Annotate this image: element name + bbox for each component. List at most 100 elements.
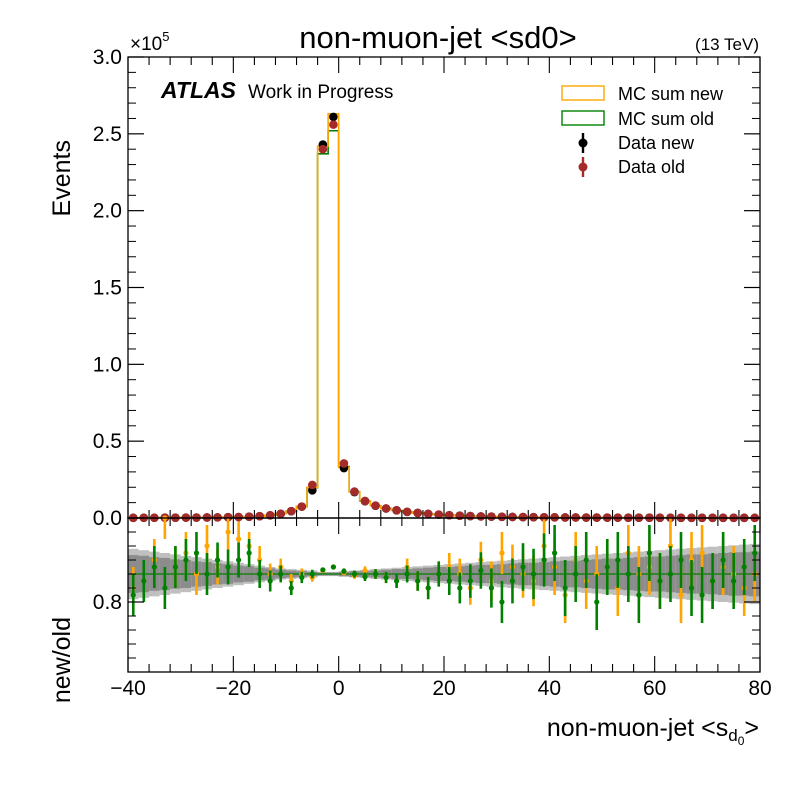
data-old-point bbox=[223, 512, 233, 522]
ratio-data-point bbox=[562, 585, 568, 591]
data-old-point bbox=[466, 511, 475, 521]
ratio-data-point bbox=[183, 557, 189, 563]
data-old-point bbox=[318, 144, 328, 154]
ratio-data-point bbox=[667, 571, 674, 577]
ratio-data-point bbox=[299, 574, 305, 581]
ratio-data-point bbox=[457, 585, 463, 591]
ratio-data-point bbox=[646, 550, 653, 556]
ratio-data-point bbox=[741, 564, 747, 570]
histogram-mc-sum-old bbox=[127, 129, 761, 519]
ratio-data-point bbox=[341, 568, 347, 574]
data-old-point bbox=[297, 502, 307, 511]
x-tick-label: −40 bbox=[110, 677, 146, 700]
ratio-data-point bbox=[151, 564, 157, 570]
ratio-data-point bbox=[625, 571, 631, 577]
ratio-y-ticks: 0.8 bbox=[93, 517, 760, 659]
ratio-data-point bbox=[710, 578, 716, 584]
main-y-tick-label: 1.5 bbox=[93, 277, 122, 300]
main-y-tick-label: 1.0 bbox=[93, 353, 122, 376]
legend-swatch-mc-old bbox=[561, 110, 605, 126]
ratio-data-point bbox=[162, 585, 168, 591]
atlas-label: ATLAS bbox=[160, 77, 237, 103]
energy-label: (13 TeV) bbox=[695, 35, 759, 54]
ratio-mc-point bbox=[678, 592, 684, 598]
ratio-data-point bbox=[130, 592, 136, 598]
data-old-point bbox=[286, 506, 296, 516]
main-y-tick-label: 0.0 bbox=[93, 507, 122, 530]
ratio-data-point bbox=[362, 574, 368, 580]
data-old-point bbox=[276, 509, 286, 519]
data-old-point bbox=[329, 120, 338, 129]
ratio-data-point bbox=[436, 571, 442, 577]
data-old-point bbox=[434, 510, 444, 519]
data-old-point bbox=[518, 512, 528, 522]
ratio-data-point bbox=[488, 585, 494, 591]
ratio-data-point bbox=[731, 578, 737, 584]
ratio-data-point bbox=[404, 571, 410, 577]
x-axis-title-main: non-muon-jet <s bbox=[547, 714, 728, 742]
ratio-data-point bbox=[351, 571, 358, 577]
ratio-data-point bbox=[552, 550, 558, 556]
ratio-data-point bbox=[530, 571, 537, 577]
ratio-data-point bbox=[604, 564, 610, 570]
ratio-x-ticks: −40 −20 0 20 40 60 80 bbox=[110, 518, 772, 700]
data-new-point bbox=[329, 112, 338, 122]
ratio-mc-point bbox=[499, 550, 505, 556]
ratio-data-point bbox=[415, 578, 421, 584]
ratio-data-point bbox=[141, 578, 147, 584]
data-old-point bbox=[529, 512, 538, 522]
legend-marker-data-new bbox=[578, 138, 588, 148]
legend-marker-data-old bbox=[578, 162, 588, 172]
ratio-mc-point bbox=[204, 543, 210, 549]
ratio-mc-point bbox=[699, 550, 705, 556]
x-axis-title-subsub: 0 bbox=[738, 734, 745, 748]
ratio-data-point bbox=[509, 578, 516, 584]
x-axis-title-sub: d bbox=[728, 726, 737, 745]
ratio-data-point bbox=[267, 578, 273, 584]
y-scale-factor: ×105 bbox=[130, 29, 169, 55]
ratio-mc-point bbox=[236, 536, 242, 542]
ratio-data-point bbox=[394, 578, 400, 584]
main-y-tick-label: 0.5 bbox=[93, 430, 122, 453]
ratio-data-point bbox=[288, 585, 294, 591]
data-old-point bbox=[476, 512, 486, 521]
ratio-panel: 0.8 −40 −20 0 20 40 60 80 bbox=[93, 515, 772, 700]
ratio-data-point bbox=[678, 557, 684, 563]
data-old-point bbox=[255, 511, 264, 521]
data-old-point bbox=[487, 512, 496, 521]
main-y-axis-title: Events bbox=[48, 140, 76, 216]
data-old-point bbox=[402, 507, 412, 517]
ratio-data-point bbox=[478, 567, 484, 574]
data-old-point bbox=[381, 504, 391, 513]
ratio-y-axis-title: new/old bbox=[48, 617, 76, 703]
main-y-tick-label: 3.0 bbox=[93, 46, 122, 69]
ratio-data-point bbox=[573, 571, 579, 577]
data-old-point bbox=[455, 511, 465, 520]
ratio-data-point bbox=[172, 564, 178, 570]
x-tick-label: −20 bbox=[216, 677, 252, 700]
ratio-data-point bbox=[720, 557, 726, 563]
ratio-data-point bbox=[636, 592, 642, 598]
main-panel: 0.0 0.5 1.0 1.5 2.0 2.5 3.0 bbox=[93, 46, 761, 530]
ratio-data-point bbox=[752, 550, 758, 556]
ratio-y-tick-label: 0.8 bbox=[93, 591, 122, 614]
data-old-point bbox=[371, 501, 380, 510]
main-x-ticks bbox=[127, 57, 761, 518]
ratio-mc-point bbox=[225, 529, 231, 535]
legend: MC sum new MC sum old Data new Data old bbox=[561, 84, 724, 177]
data-old-point bbox=[508, 512, 517, 522]
main-y-tick-label: 2.5 bbox=[93, 123, 122, 146]
data-old-point bbox=[234, 512, 243, 522]
y-scale-exponent: 5 bbox=[162, 29, 169, 44]
ratio-data-point bbox=[699, 592, 705, 598]
ratio-data-point bbox=[236, 557, 242, 563]
x-axis-title-end: > bbox=[744, 714, 759, 742]
ratio-data-point bbox=[330, 564, 336, 570]
legend-label-mc-new: MC sum new bbox=[618, 84, 724, 104]
atlas-sublabel: Work in Progress bbox=[248, 82, 393, 103]
x-tick-label: 0 bbox=[333, 677, 345, 700]
x-axis-title: non-muon-jet <sd0> bbox=[547, 714, 759, 748]
y-scale-label: ×10 bbox=[130, 34, 162, 55]
data-old-point bbox=[413, 508, 422, 518]
